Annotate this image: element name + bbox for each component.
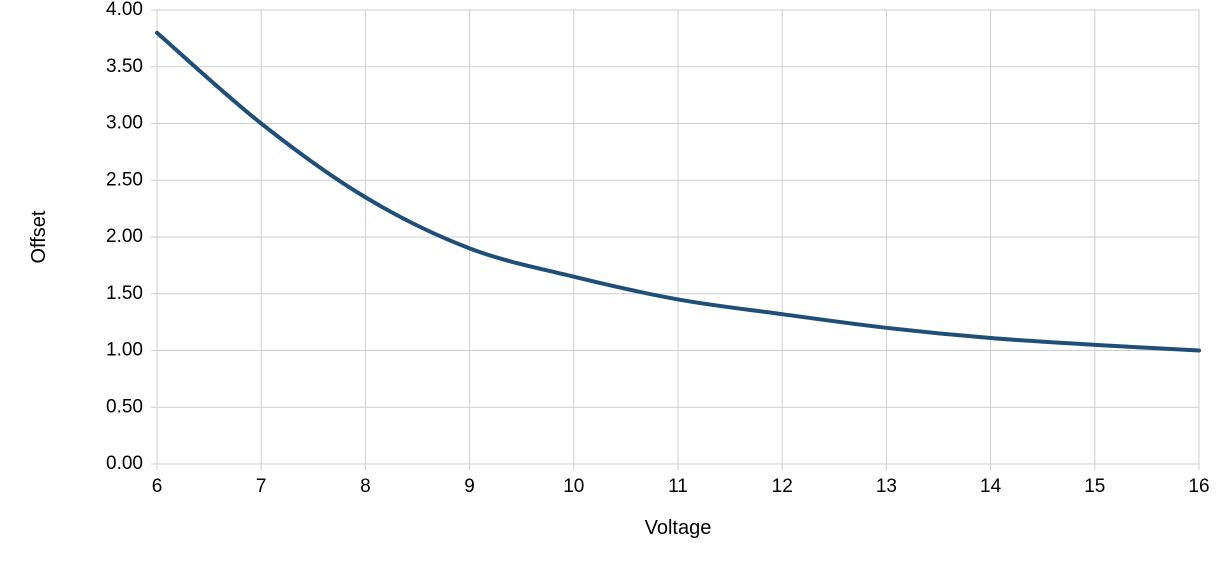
x-tick-label: 15 <box>1084 476 1105 497</box>
y-tick-label: 0.50 <box>106 396 143 417</box>
y-axis-title: Offset <box>28 210 50 263</box>
x-tick-label: 14 <box>980 476 1002 497</box>
y-tick-label: 3.50 <box>106 56 143 77</box>
x-tick-label: 6 <box>152 476 163 497</box>
y-tick-label: 3.00 <box>106 113 143 134</box>
y-tick-label: 4.00 <box>106 0 143 20</box>
x-tick-label: 9 <box>464 476 475 497</box>
line-chart: 0.00 0.50 1.00 1.50 2.00 2.50 3.00 3.50 4.00 6 7 8 9… <box>0 0 1218 564</box>
chart-background <box>0 0 1218 564</box>
y-tick-label: 1.00 <box>106 340 143 361</box>
x-tick-label: 16 <box>1188 476 1209 497</box>
x-tick-label: 10 <box>563 476 584 497</box>
x-tick-label: 13 <box>876 476 897 497</box>
y-tick-label: 1.50 <box>106 283 143 304</box>
chart-container: 0.00 0.50 1.00 1.50 2.00 2.50 3.00 3.50 4.00 6 7 8 9… <box>0 0 1218 564</box>
y-tick-label: 2.00 <box>106 226 143 247</box>
x-tick-label: 7 <box>256 476 267 497</box>
x-axis-title: Voltage <box>645 517 712 539</box>
x-tick-label: 12 <box>772 476 793 497</box>
x-tick-label: 11 <box>668 476 688 497</box>
y-tick-label: 0.00 <box>106 453 143 474</box>
y-tick-label: 2.50 <box>106 169 143 190</box>
x-tick-label: 8 <box>360 476 371 497</box>
